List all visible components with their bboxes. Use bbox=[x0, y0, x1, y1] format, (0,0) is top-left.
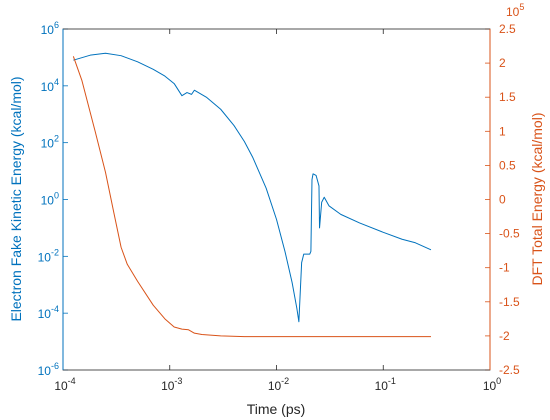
left-tick-label: 104 bbox=[41, 77, 59, 94]
x-tick-label: 100 bbox=[483, 376, 501, 393]
left-tick-label: 106 bbox=[41, 20, 59, 37]
right-axis-label: DFT Total Energy (kcal/mol) bbox=[529, 113, 545, 286]
right-tick-label: -1.5 bbox=[499, 295, 520, 309]
series-line-total bbox=[72, 56, 431, 338]
x-tick-label: 10-2 bbox=[268, 376, 289, 393]
right-tick-label: 2 bbox=[499, 56, 506, 70]
right-tick-label: 0 bbox=[499, 193, 506, 207]
series-line-kinetic bbox=[73, 52, 432, 323]
right-tick-label: -2.5 bbox=[499, 363, 520, 377]
left-tick-label: 10-6 bbox=[38, 361, 59, 378]
right-tick-label: 2.5 bbox=[499, 22, 516, 36]
x-tick-label: 10-4 bbox=[54, 376, 75, 393]
x-tick-label: 10-3 bbox=[161, 376, 182, 393]
x-axis-label: Time (ps) bbox=[247, 401, 306, 417]
right-tick-label: -1 bbox=[499, 261, 510, 275]
right-tick-label: 1.5 bbox=[499, 90, 516, 104]
left-tick-label: 10-2 bbox=[38, 247, 59, 264]
right-tick-label: 0.5 bbox=[499, 158, 516, 172]
plot-background bbox=[63, 29, 490, 370]
right-tick-label: -0.5 bbox=[499, 227, 520, 241]
left-tick-label: 102 bbox=[41, 134, 59, 151]
left-tick-label: 10-4 bbox=[38, 304, 59, 321]
right-axis-exponent: 105 bbox=[506, 2, 524, 19]
x-tick-label: 10-1 bbox=[375, 376, 396, 393]
series-group bbox=[72, 52, 432, 338]
left-axis-ticks: 10-6 10-4 10-2 100 102 104 106 bbox=[38, 20, 68, 378]
right-tick-label: 1 bbox=[499, 124, 506, 138]
right-tick-label: -2 bbox=[499, 329, 510, 343]
left-axis-label: Electron Fake Kinetic Energy (kcal/mol) bbox=[8, 76, 24, 321]
left-tick-label: 100 bbox=[41, 191, 59, 208]
right-axis-ticks: 2.5 2 1.5 1 0.5 0 -0.5 -1 -1.5 -2 -2.5 bbox=[485, 22, 520, 377]
